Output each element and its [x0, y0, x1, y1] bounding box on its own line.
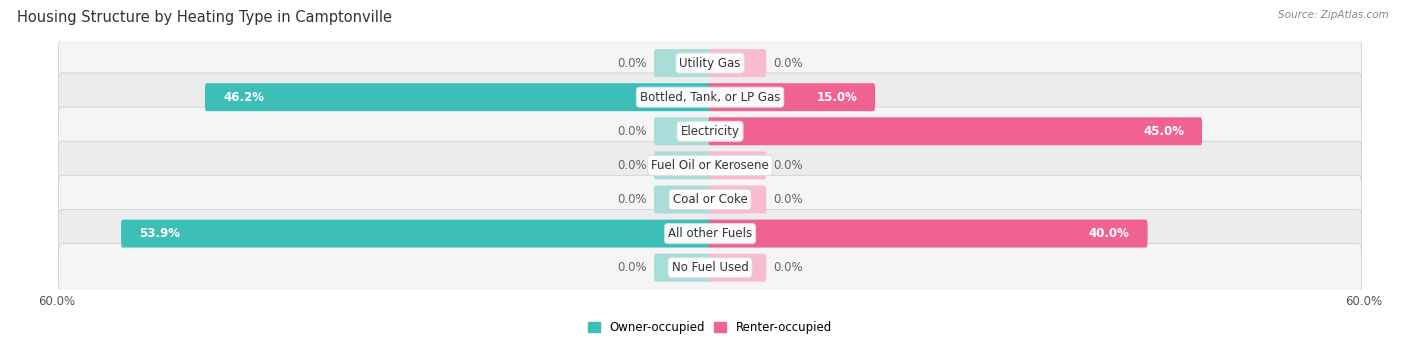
Text: 45.0%: 45.0%: [1143, 125, 1184, 138]
Text: Fuel Oil or Kerosene: Fuel Oil or Kerosene: [651, 159, 769, 172]
FancyBboxPatch shape: [709, 220, 1147, 248]
Text: 40.0%: 40.0%: [1088, 227, 1129, 240]
FancyBboxPatch shape: [59, 141, 1361, 190]
Text: 53.9%: 53.9%: [139, 227, 180, 240]
Legend: Owner-occupied, Renter-occupied: Owner-occupied, Renter-occupied: [583, 316, 837, 339]
FancyBboxPatch shape: [59, 243, 1361, 292]
Text: All other Fuels: All other Fuels: [668, 227, 752, 240]
Text: 0.0%: 0.0%: [617, 125, 647, 138]
Text: 0.0%: 0.0%: [617, 159, 647, 172]
Text: Utility Gas: Utility Gas: [679, 57, 741, 70]
FancyBboxPatch shape: [654, 117, 711, 145]
Text: 0.0%: 0.0%: [617, 57, 647, 70]
FancyBboxPatch shape: [709, 151, 766, 179]
Text: 15.0%: 15.0%: [817, 91, 858, 104]
FancyBboxPatch shape: [59, 107, 1361, 155]
Text: Electricity: Electricity: [681, 125, 740, 138]
Text: Source: ZipAtlas.com: Source: ZipAtlas.com: [1278, 10, 1389, 20]
FancyBboxPatch shape: [654, 151, 711, 179]
Text: Bottled, Tank, or LP Gas: Bottled, Tank, or LP Gas: [640, 91, 780, 104]
FancyBboxPatch shape: [121, 220, 711, 248]
FancyBboxPatch shape: [59, 209, 1361, 258]
Text: 46.2%: 46.2%: [224, 91, 264, 104]
FancyBboxPatch shape: [59, 175, 1361, 224]
FancyBboxPatch shape: [709, 117, 1202, 145]
Text: Coal or Coke: Coal or Coke: [672, 193, 748, 206]
Text: 0.0%: 0.0%: [773, 159, 803, 172]
FancyBboxPatch shape: [709, 186, 766, 213]
Text: No Fuel Used: No Fuel Used: [672, 261, 748, 274]
FancyBboxPatch shape: [205, 83, 711, 111]
Text: 0.0%: 0.0%: [617, 193, 647, 206]
Text: 0.0%: 0.0%: [617, 261, 647, 274]
FancyBboxPatch shape: [654, 186, 711, 213]
Text: 0.0%: 0.0%: [773, 57, 803, 70]
FancyBboxPatch shape: [59, 73, 1361, 121]
FancyBboxPatch shape: [59, 39, 1361, 87]
Text: 0.0%: 0.0%: [773, 193, 803, 206]
FancyBboxPatch shape: [709, 49, 766, 77]
Text: 0.0%: 0.0%: [773, 261, 803, 274]
FancyBboxPatch shape: [709, 83, 875, 111]
Text: Housing Structure by Heating Type in Camptonville: Housing Structure by Heating Type in Cam…: [17, 10, 392, 25]
FancyBboxPatch shape: [654, 254, 711, 282]
FancyBboxPatch shape: [709, 254, 766, 282]
FancyBboxPatch shape: [654, 49, 711, 77]
